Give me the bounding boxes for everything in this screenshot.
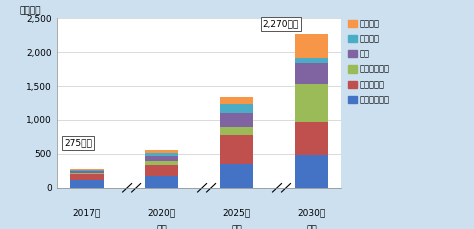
Bar [145, 150, 179, 153]
Bar [295, 58, 328, 63]
Text: 2025年: 2025年 [222, 208, 251, 217]
Bar [219, 104, 254, 113]
Bar [145, 156, 179, 161]
Bar [145, 153, 179, 156]
Bar [70, 169, 103, 170]
Bar [145, 161, 179, 165]
Bar [219, 164, 254, 188]
Text: 予測: 予測 [306, 225, 317, 229]
Text: 2030年: 2030年 [297, 208, 326, 217]
Bar [295, 122, 328, 155]
Text: 2017年: 2017年 [73, 208, 101, 217]
Bar [70, 180, 103, 188]
Bar [295, 84, 328, 122]
Bar [219, 97, 254, 104]
Bar [145, 165, 179, 176]
Bar [70, 174, 103, 180]
Text: （億円）: （億円） [20, 6, 41, 15]
Bar [70, 171, 103, 172]
Bar [70, 170, 103, 171]
Bar [295, 155, 328, 188]
Text: 275億円: 275億円 [64, 139, 92, 148]
Bar [219, 127, 254, 135]
Bar [295, 63, 328, 84]
Legend: 電鉄車両, 民生機器, 産業, 自動車・電装, エネルギー, 情報通信機器: 電鉄車両, 民生機器, 産業, 自動車・電装, エネルギー, 情報通信機器 [348, 19, 390, 104]
Bar [219, 113, 254, 127]
Bar [145, 176, 179, 188]
Bar [70, 172, 103, 174]
Bar [295, 34, 328, 58]
Text: 2020年: 2020年 [147, 208, 176, 217]
Text: 予測: 予測 [231, 225, 242, 229]
Text: 予測: 予測 [156, 225, 167, 229]
Text: 2,270億円: 2,270億円 [263, 19, 299, 28]
Bar [219, 135, 254, 164]
